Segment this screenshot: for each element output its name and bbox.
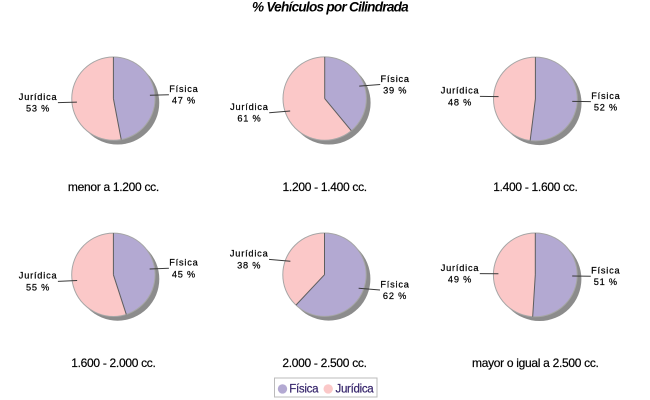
svg-text:48 %: 48 %: [448, 97, 472, 107]
svg-text:Jurídica: Jurídica: [441, 86, 480, 96]
svg-text:Física: Física: [591, 91, 620, 101]
svg-text:52 %: 52 %: [594, 103, 618, 113]
svg-text:Física: Física: [591, 266, 620, 276]
svg-text:47 %: 47 %: [172, 96, 196, 106]
svg-text:Jurídica: Jurídica: [19, 271, 58, 281]
svg-text:Física: Física: [169, 84, 198, 94]
svg-text:Jurídica: Jurídica: [230, 249, 269, 259]
svg-text:51 %: 51 %: [594, 277, 618, 287]
svg-text:1.400 - 1.600 cc.: 1.400 - 1.600 cc.: [493, 180, 577, 194]
svg-text:Jurídica: Jurídica: [441, 263, 480, 273]
svg-text:53 %: 53 %: [26, 104, 50, 114]
svg-text:menor a 1.200 cc.: menor a 1.200 cc.: [68, 180, 159, 194]
svg-text:38 %: 38 %: [237, 260, 261, 270]
svg-text:Física: Física: [169, 258, 198, 268]
svg-text:Jurídica: Jurídica: [19, 92, 58, 102]
svg-text:55 %: 55 %: [26, 282, 50, 292]
svg-text:% Vehículos por Cilindrada: % Vehículos por Cilindrada: [252, 0, 409, 15]
svg-text:Física: Física: [381, 74, 410, 84]
svg-text:mayor o igual a 2.500 cc.: mayor o igual a 2.500 cc.: [472, 356, 599, 370]
svg-text:1.200 - 1.400 cc.: 1.200 - 1.400 cc.: [283, 180, 367, 194]
svg-text:Jurídica: Jurídica: [336, 384, 375, 396]
svg-text:45 %: 45 %: [172, 269, 196, 279]
svg-text:Física: Física: [380, 279, 409, 289]
svg-text:Física: Física: [289, 384, 319, 396]
svg-text:49 %: 49 %: [448, 275, 472, 285]
svg-text:Jurídica: Jurídica: [230, 102, 269, 112]
svg-text:1.600 - 2.000 cc.: 1.600 - 2.000 cc.: [71, 356, 155, 370]
svg-text:61 %: 61 %: [237, 114, 261, 124]
svg-text:62 %: 62 %: [383, 291, 407, 301]
svg-text:2.000 - 2.500 cc.: 2.000 - 2.500 cc.: [282, 356, 366, 370]
svg-text:39 %: 39 %: [383, 85, 407, 95]
